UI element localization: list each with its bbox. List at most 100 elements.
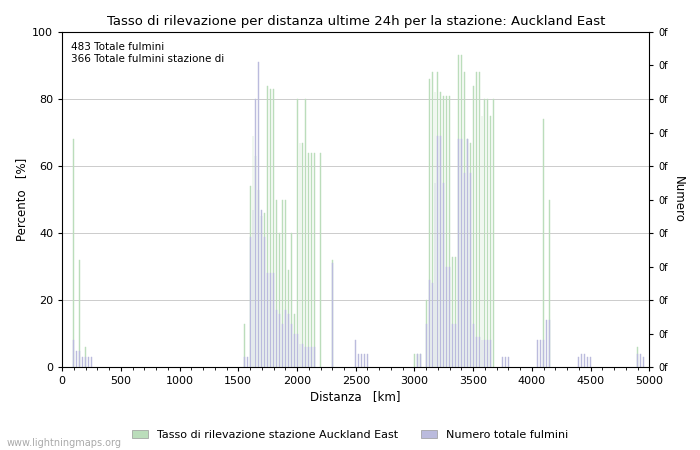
Bar: [458, 139, 459, 367]
Y-axis label: Numero: Numero: [672, 176, 685, 223]
Bar: [261, 210, 262, 367]
Bar: [479, 72, 480, 367]
Bar: [270, 274, 271, 367]
Bar: [314, 347, 315, 367]
Bar: [279, 314, 280, 367]
Bar: [279, 233, 280, 367]
Bar: [267, 274, 268, 367]
Bar: [428, 79, 430, 367]
Legend: Tasso di rilevazione stazione Auckland East, Numero totale fulmini: Tasso di rilevazione stazione Auckland E…: [127, 425, 573, 445]
Bar: [543, 119, 544, 367]
Bar: [297, 334, 298, 367]
Bar: [250, 186, 251, 367]
Bar: [314, 153, 315, 367]
X-axis label: Distanza   [km]: Distanza [km]: [311, 391, 401, 404]
Bar: [267, 86, 268, 367]
Bar: [449, 267, 450, 367]
Bar: [282, 324, 283, 367]
Bar: [461, 139, 462, 367]
Bar: [273, 89, 274, 367]
Bar: [452, 324, 453, 367]
Bar: [467, 139, 468, 367]
Bar: [426, 324, 427, 367]
Bar: [273, 274, 274, 367]
Bar: [293, 314, 295, 367]
Bar: [455, 324, 456, 367]
Bar: [85, 347, 86, 367]
Bar: [546, 320, 547, 367]
Bar: [276, 200, 277, 367]
Bar: [428, 280, 430, 367]
Bar: [293, 334, 295, 367]
Bar: [285, 310, 286, 367]
Bar: [285, 200, 286, 367]
Bar: [502, 357, 503, 367]
Bar: [244, 357, 245, 367]
Bar: [290, 233, 292, 367]
Bar: [464, 72, 465, 367]
Bar: [367, 354, 368, 367]
Bar: [432, 284, 433, 367]
Bar: [637, 354, 638, 367]
Bar: [364, 354, 365, 367]
Bar: [443, 183, 444, 367]
Bar: [467, 139, 468, 367]
Bar: [420, 354, 421, 367]
Bar: [414, 354, 415, 367]
Bar: [282, 200, 283, 367]
Bar: [484, 341, 485, 367]
Bar: [358, 354, 359, 367]
Bar: [464, 173, 465, 367]
Bar: [302, 143, 303, 367]
Bar: [88, 357, 89, 367]
Bar: [305, 347, 307, 367]
Bar: [549, 320, 550, 367]
Bar: [578, 357, 580, 367]
Bar: [276, 310, 277, 367]
Text: www.lightningmaps.org: www.lightningmaps.org: [7, 438, 122, 448]
Bar: [449, 96, 450, 367]
Bar: [420, 354, 421, 367]
Bar: [244, 324, 245, 367]
Bar: [508, 357, 509, 367]
Y-axis label: Percento   [%]: Percento [%]: [15, 158, 28, 241]
Bar: [426, 300, 427, 367]
Bar: [308, 153, 309, 367]
Text: 483 Totale fulmini
366 Totale fulmini stazione di: 483 Totale fulmini 366 Totale fulmini st…: [71, 42, 224, 63]
Bar: [417, 354, 418, 367]
Bar: [432, 72, 433, 367]
Bar: [91, 357, 92, 367]
Bar: [475, 337, 477, 367]
Bar: [455, 256, 456, 367]
Bar: [305, 99, 307, 367]
Bar: [479, 337, 480, 367]
Bar: [361, 354, 362, 367]
Bar: [443, 96, 444, 367]
Bar: [440, 136, 442, 367]
Bar: [540, 341, 541, 367]
Bar: [320, 153, 321, 367]
Bar: [590, 357, 591, 367]
Bar: [637, 347, 638, 367]
Bar: [584, 354, 585, 367]
Bar: [76, 351, 77, 367]
Bar: [475, 72, 477, 367]
Bar: [270, 89, 271, 367]
Bar: [505, 357, 506, 367]
Bar: [308, 347, 309, 367]
Bar: [250, 237, 251, 367]
Bar: [290, 324, 292, 367]
Bar: [487, 99, 489, 367]
Bar: [490, 341, 491, 367]
Bar: [79, 260, 81, 367]
Bar: [246, 357, 248, 367]
Bar: [473, 86, 474, 367]
Bar: [461, 55, 462, 367]
Bar: [643, 357, 644, 367]
Title: Tasso di rilevazione per distanza ultime 24h per la stazione: Auckland East: Tasso di rilevazione per distanza ultime…: [106, 15, 605, 28]
Bar: [587, 357, 588, 367]
Bar: [543, 341, 544, 367]
Bar: [458, 55, 459, 367]
Bar: [297, 99, 298, 367]
Bar: [490, 116, 491, 367]
